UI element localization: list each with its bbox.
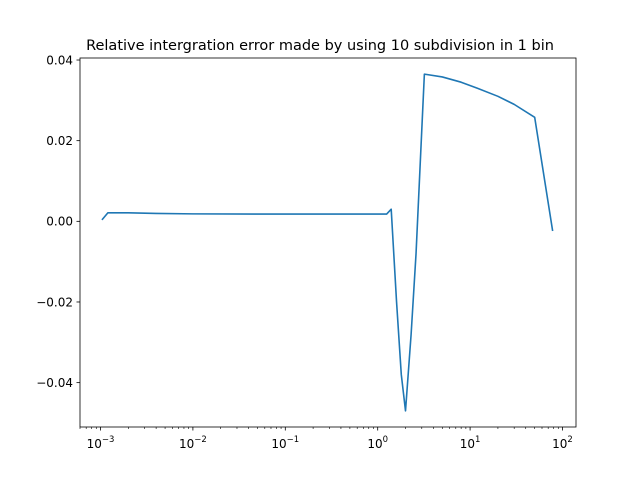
y-tick-label: 0.00 [46, 215, 73, 229]
x-tick-label: 10−2 [179, 435, 207, 451]
y-tick-label: −0.04 [36, 376, 73, 390]
y-axis-ticks: 0.04 0.02 0.00 −0.02 −0.04 [36, 53, 80, 390]
x-tick-label: 101 [460, 435, 481, 451]
y-tick-label: 0.02 [46, 134, 73, 148]
x-axis-ticks: 10−3 10−2 10−1 100 101 102 [79, 427, 573, 451]
series-layer [101, 73, 554, 412]
chart-title: Relative intergration error made by usin… [86, 38, 554, 54]
series-line-0 [101, 73, 554, 412]
y-tick-label: −0.02 [36, 295, 73, 309]
x-tick-label: 100 [367, 435, 388, 451]
x-tick-label: 102 [552, 435, 573, 451]
y-tick-label: 0.04 [46, 53, 73, 67]
plot-frame [79, 57, 577, 428]
x-tick-label: 10−1 [271, 435, 299, 451]
x-tick-label: 10−3 [87, 435, 115, 451]
